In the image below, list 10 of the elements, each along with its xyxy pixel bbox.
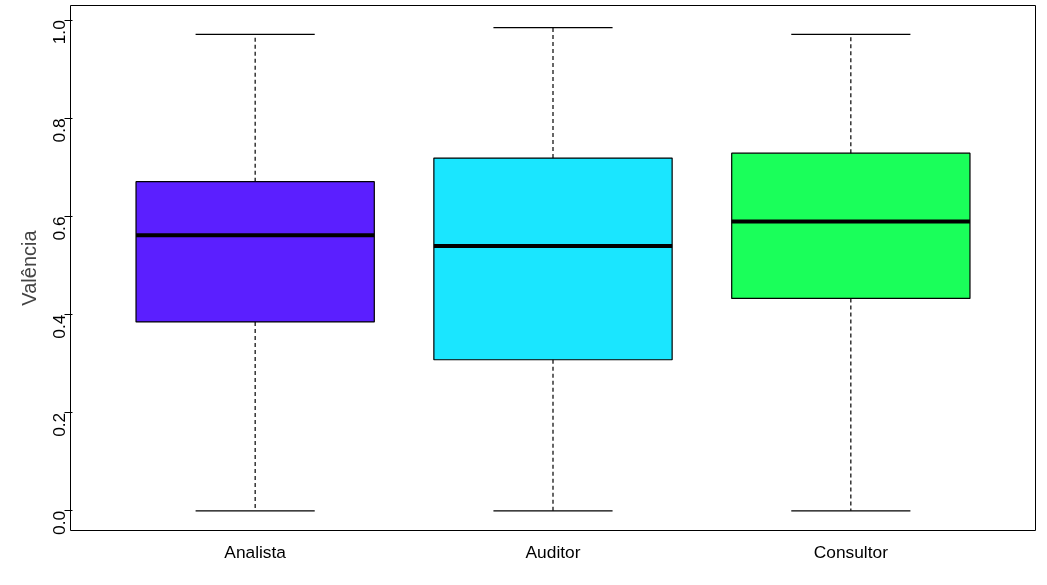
x-tick-label: Auditor: [525, 541, 581, 562]
y-tick-label: 0.0: [49, 510, 70, 535]
y-tick-label: 0.2: [49, 412, 70, 437]
y-tick-label: 0.6: [49, 216, 70, 241]
y-tick-label: 0.8: [49, 118, 70, 143]
y-tick-label: 1.0: [49, 20, 70, 45]
y-axis-title: Valência: [17, 229, 40, 306]
x-tick-label: Analista: [224, 541, 287, 562]
y-tick-label: 0.4: [49, 314, 70, 339]
x-tick-label: Consultor: [813, 541, 889, 562]
